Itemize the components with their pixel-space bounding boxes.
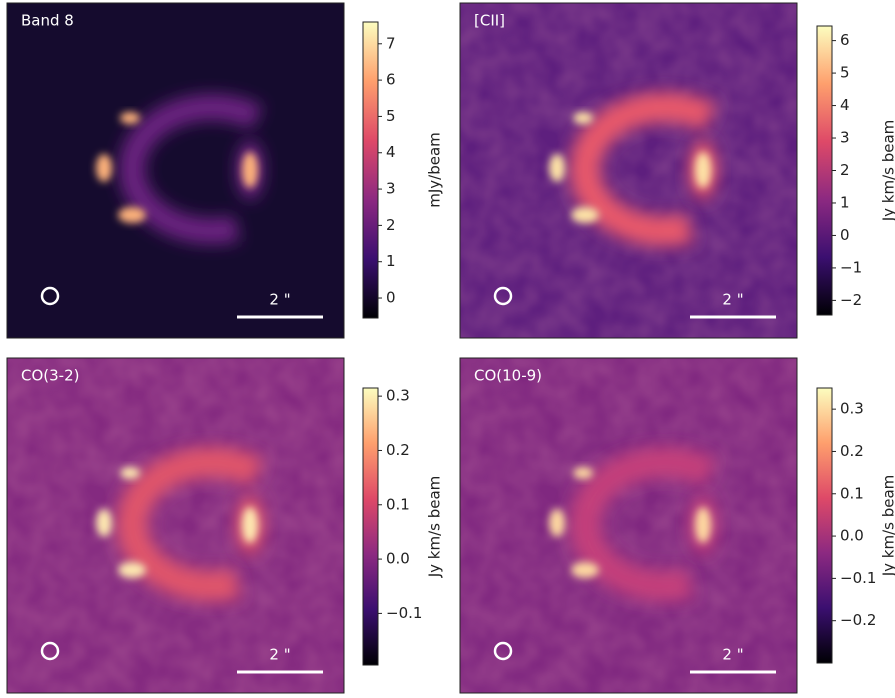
panel-title: CO(10-9): [474, 367, 542, 385]
colorbar-tick-label: 6: [840, 31, 850, 49]
colorbar-tick-label: 0: [840, 226, 850, 244]
scale-bar-label: 2 ": [722, 646, 743, 664]
hotspot: [549, 509, 565, 537]
hotspot: [242, 152, 258, 188]
image-noise: [460, 3, 797, 338]
colorbar-tick-label: 0.0: [386, 550, 410, 568]
hotspot: [96, 154, 112, 182]
colorbar-tick-label: 0.0: [840, 527, 864, 545]
image: [460, 358, 797, 693]
hotspot: [571, 207, 599, 223]
colorbar-tick-label: 4: [386, 143, 396, 161]
figure: Band 8 2 " 0 1 2 3 4 5 6 7 mJy/beam [CII] 2 " −2 −1 0 1 2…: [0, 0, 895, 698]
panel: CO(10-9) 2 ": [460, 358, 797, 693]
panel-title: [CII]: [474, 12, 505, 30]
panel: CO(3-2) 2 ": [7, 358, 344, 693]
colorbar-tick-label: 0.2: [386, 441, 410, 459]
hotspot: [571, 562, 599, 578]
colorbar-tick-label: 1: [840, 193, 850, 211]
hotspot: [573, 112, 593, 124]
hotspot: [695, 507, 711, 543]
colorbar: [363, 388, 378, 665]
image: [7, 358, 344, 693]
colorbar: [817, 26, 832, 315]
colorbar-tick-label: −0.1: [840, 569, 876, 587]
colorbar-tick-label: −0.1: [386, 604, 422, 622]
image: [7, 3, 344, 338]
colorbar-label: Jy km/s beam: [880, 475, 895, 578]
colorbar-tick-label: 2: [840, 161, 850, 179]
colorbar-tick-label: 0.1: [386, 495, 410, 513]
colorbar-tick-label: −0.2: [840, 611, 876, 629]
hotspot: [118, 207, 146, 223]
panel: Band 8 2 ": [7, 3, 344, 338]
colorbar-tick-label: 0.3: [386, 387, 410, 405]
image-background: [7, 3, 344, 338]
colorbar-tick-label: 6: [386, 71, 396, 89]
colorbar-tick-label: 0.1: [840, 484, 864, 502]
scale-bar-label: 2 ": [722, 291, 743, 309]
colorbar-tick-label: 3: [840, 129, 850, 147]
colorbar-tick-label: 3: [386, 180, 396, 198]
colorbar: [363, 22, 378, 318]
hotspot: [242, 507, 258, 543]
hotspot: [120, 467, 140, 479]
panel: [CII] 2 ": [460, 3, 797, 338]
hotspot: [695, 152, 711, 188]
scale-bar-label: 2 ": [269, 646, 290, 664]
colorbar-tick-label: 0.2: [840, 442, 864, 460]
colorbar-tick-label: 7: [386, 34, 396, 52]
colorbar-label: Jy km/s beam: [426, 476, 444, 579]
colorbar-tick-label: −1: [840, 258, 862, 276]
panel-title: Band 8: [21, 12, 74, 30]
image-noise: [460, 358, 797, 693]
colorbar-tick-label: 4: [840, 96, 850, 114]
colorbar-tick-label: 5: [386, 107, 396, 125]
colorbar-tick-label: 1: [386, 252, 396, 270]
hotspot: [96, 509, 112, 537]
colorbar-tick-label: 2: [386, 216, 396, 234]
colorbar-tick-label: 0.3: [840, 400, 864, 418]
colorbar-label: mJy/beam: [426, 132, 444, 208]
panel-title: CO(3-2): [21, 367, 79, 385]
hotspot: [118, 562, 146, 578]
hotspot: [120, 112, 140, 124]
hotspot: [549, 154, 565, 182]
image-noise: [7, 358, 344, 693]
colorbar-tick-label: 0: [386, 289, 396, 307]
colorbar-tick-label: 5: [840, 64, 850, 82]
hotspot: [573, 467, 593, 479]
scale-bar-label: 2 ": [269, 291, 290, 309]
colorbar-tick-label: −2: [840, 291, 862, 309]
colorbar-label: Jy km/s beam: [880, 120, 895, 223]
colorbar: [817, 388, 832, 663]
image: [460, 3, 797, 338]
